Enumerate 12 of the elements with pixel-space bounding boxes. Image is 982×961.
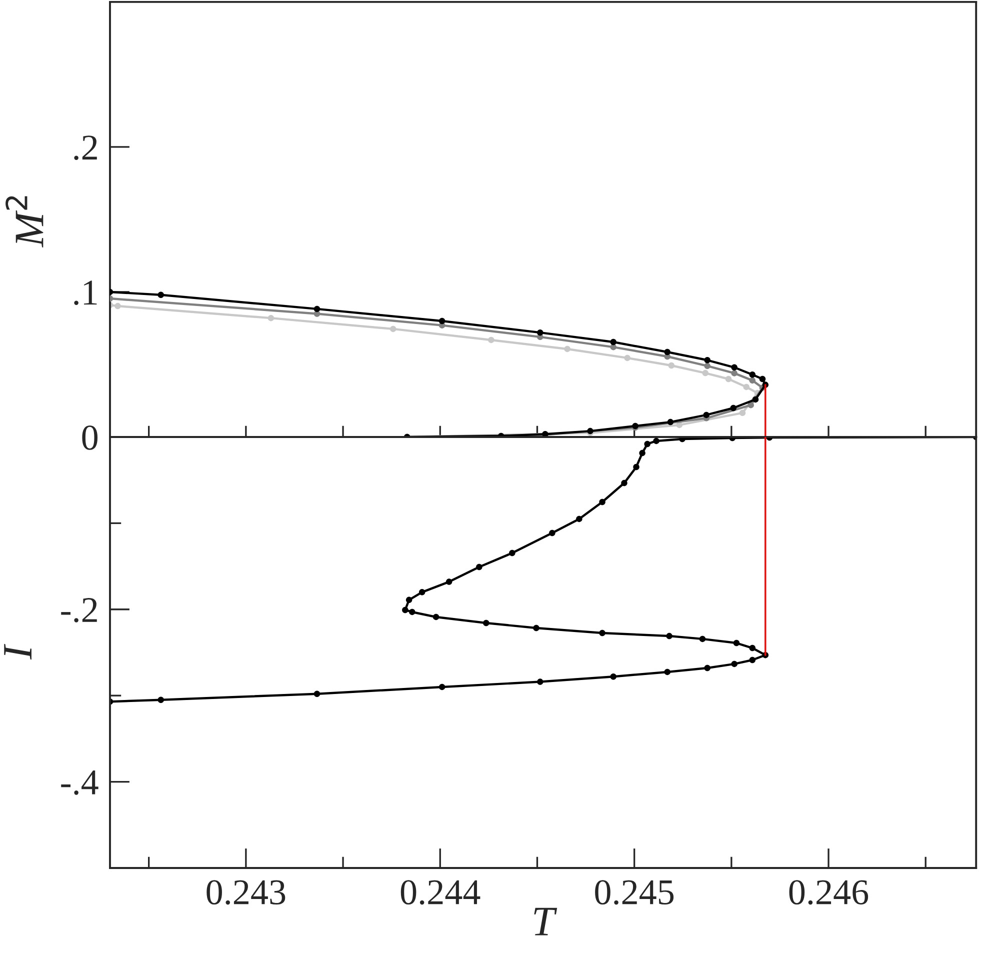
x-tick-label: 0.244 [400,880,480,905]
y-axis-title: M$^{2}$ [6,196,44,248]
y-tick-label: .1 [74,280,97,306]
x-axis-title: T [534,908,558,936]
y-tick-label: .2 [74,136,97,160]
y-axis-title: I [4,644,32,660]
y-tick-label: -.2 [61,598,97,622]
x-tick-label: 0.243 [206,880,286,905]
y-tick-label: -.4 [61,770,98,795]
x-tick-label: 0.245 [595,880,674,905]
y-tick-label: 0 [82,426,98,450]
x-tick-label: 0.246 [789,880,868,905]
